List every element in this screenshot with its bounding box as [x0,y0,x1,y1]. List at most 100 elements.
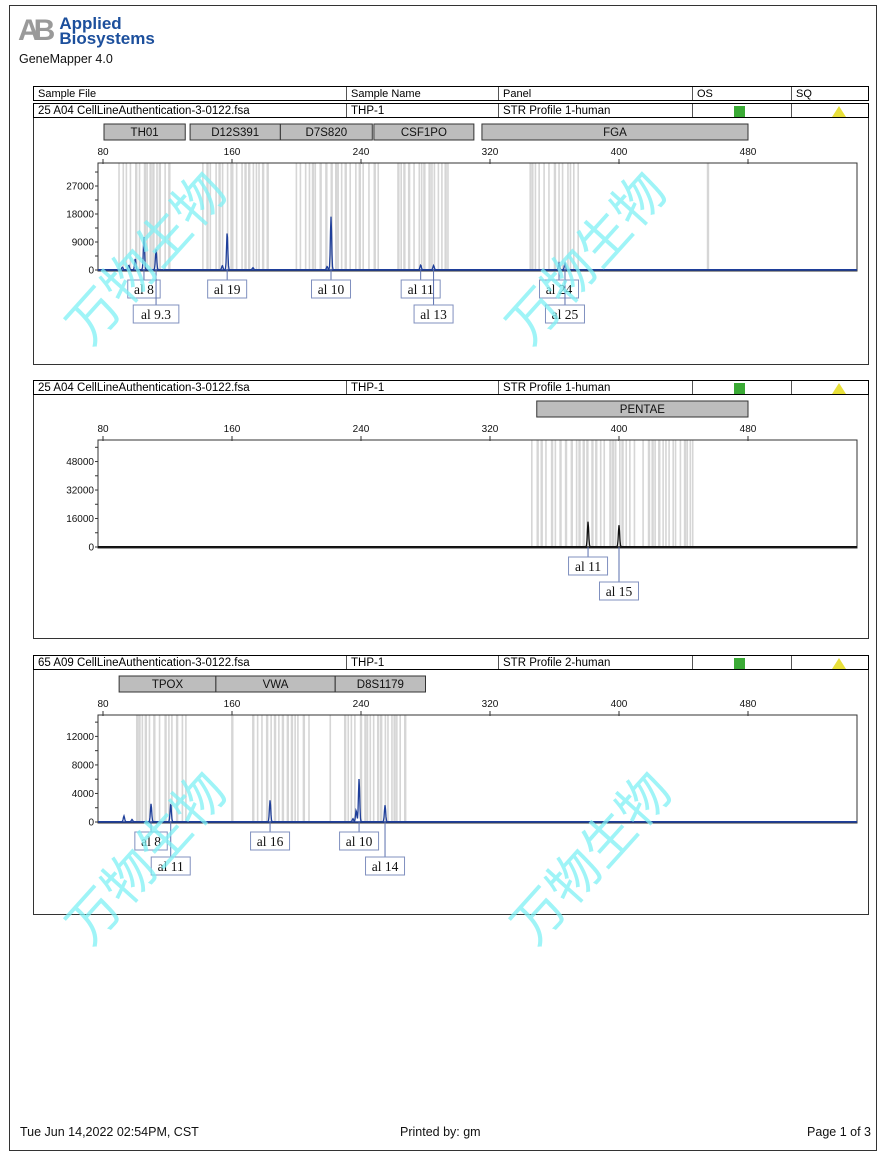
applied-biosystems-logo: AB Applied Biosystems [18,14,155,48]
bin-marker [369,715,372,822]
sq-warning-icon [832,658,846,669]
x-tick-label: 80 [97,424,109,435]
ab-logo-mark: AB [18,14,55,47]
bin-marker [185,715,187,822]
bin-marker [349,163,351,270]
panel-name: STR Profile 1-human [499,104,693,117]
allele-label-box [413,304,454,324]
locus-label: FGA [603,127,627,139]
x-tick-label: 320 [482,147,499,158]
allele-label: al 19 [214,282,241,297]
bin-marker [662,440,664,547]
bin-marker [413,163,415,270]
bin-marker [403,163,406,270]
bin-marker [672,440,674,547]
chart-panel-1 [33,118,869,365]
bin-marker [550,440,554,547]
bin-marker [536,440,539,547]
x-tick-label: 160 [224,147,241,158]
bin-marker [559,440,562,547]
bin-marker [258,163,260,270]
bin-marker [221,163,224,270]
y-tick-label: 16000 [66,514,94,525]
brand-line2: Biosystems [59,29,155,48]
bin-marker [337,163,339,270]
panel-name: STR Profile 1-human [499,381,693,394]
y-tick-label: 8000 [72,760,95,771]
bin-marker [633,440,636,547]
x-tick-label: 400 [611,147,628,158]
bin-marker [343,715,347,822]
bin-marker [531,163,534,270]
bin-marker [270,715,272,822]
bin-marker [603,440,606,547]
bin-marker [689,440,692,547]
allele-label: al 8 [141,834,161,849]
sample-row[interactable]: 65 A09 CellLineAuthentication-3-0122.fsa… [33,655,869,670]
bin-marker [418,163,421,270]
sample-row[interactable]: 25 A04 CellLineAuthentication-3-0122.fsa… [33,380,869,395]
bin-marker [553,163,557,270]
plot-area [97,162,858,272]
bin-marker [564,440,568,547]
allele-label-box [339,831,380,851]
y-tick-label: 9000 [72,238,95,249]
bin-marker [358,163,361,270]
bin-marker [561,163,564,270]
allele-label-box [207,279,248,299]
bin-marker [158,163,162,270]
table-header: Sample File Sample Name Panel OS SQ [33,86,869,101]
bin-marker [570,440,574,547]
bin-marker [407,163,411,270]
allele-label-box [568,556,609,576]
chart-panel-3 [33,670,869,915]
allele-label: al 11 [575,559,601,574]
os-status-icon [734,658,745,669]
bin-marker [231,163,234,270]
bin-marker [118,163,120,270]
bin-marker [153,715,156,822]
allele-label-box [150,856,191,876]
bin-marker [129,163,132,270]
bin-marker [226,163,229,270]
x-tick-label: 80 [97,147,109,158]
allele-label: al 10 [346,834,373,849]
locus-bar-fga [481,123,749,141]
allele-label: al 9.3 [141,307,171,322]
bin-marker [314,163,317,270]
bin-marker [609,440,612,547]
chart-3: TPOX VWA D8S1179 80 160 240 320 400 480 0 4000 8000… [66,675,858,876]
bin-marker [384,715,387,822]
bin-marker [294,715,296,822]
bin-marker [372,715,375,822]
bin-marker [144,715,148,822]
bin-marker [534,163,537,270]
page-number: Page 1 of 3 [807,1125,871,1139]
bin-marker [122,163,125,270]
bin-marker [396,715,398,822]
bin-marker [619,440,621,547]
bin-marker [231,715,234,822]
bin-marker [244,163,247,270]
bin-marker [444,163,447,270]
bin-marker [538,163,540,270]
bin-marker [256,715,259,822]
bin-marker [706,163,710,270]
bin-marker [548,163,550,270]
bin-marker [146,163,148,270]
x-tick-label: 240 [353,699,370,710]
sample-name: THP-1 [347,656,499,669]
signal-trace [98,521,857,548]
bin-marker [399,715,401,822]
bin-marker [125,163,128,270]
sq-warning-icon [832,106,846,117]
header-panel: Panel [499,87,693,100]
bin-marker [679,440,682,547]
bin-marker [397,163,400,270]
sample-row[interactable]: 25 A04 CellLineAuthentication-3-0122.fsa… [33,103,869,118]
bin-marker [261,715,263,822]
bin-marker [344,163,347,270]
bin-marker [330,163,333,270]
bin-marker [431,163,433,270]
